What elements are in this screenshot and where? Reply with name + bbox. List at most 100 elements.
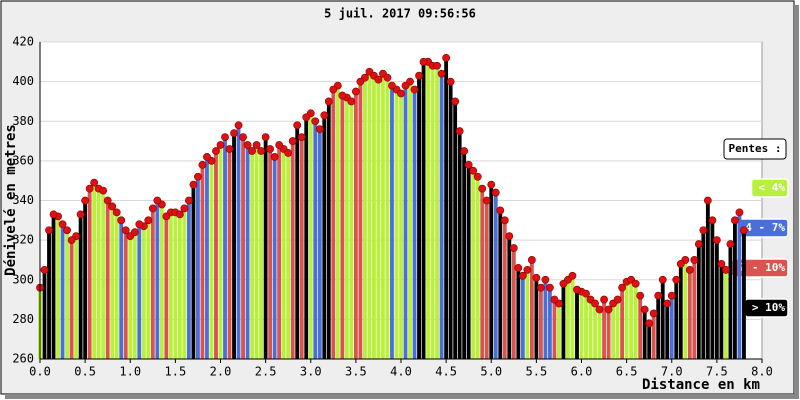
point xyxy=(374,75,383,84)
bar xyxy=(290,141,295,359)
point xyxy=(198,160,207,169)
bar xyxy=(205,156,209,359)
bar xyxy=(538,287,543,359)
point xyxy=(663,299,672,308)
bar xyxy=(615,299,620,359)
bar xyxy=(326,101,331,359)
bar xyxy=(331,89,336,360)
point xyxy=(550,295,559,304)
point xyxy=(514,263,523,272)
y-tick-label: 400 xyxy=(12,74,34,88)
bar xyxy=(74,236,79,359)
y-tick-label: 320 xyxy=(12,233,34,247)
point xyxy=(478,184,487,193)
bar xyxy=(534,277,539,359)
point xyxy=(203,153,211,161)
point xyxy=(527,256,536,264)
bar xyxy=(692,259,697,359)
point xyxy=(221,133,229,141)
point xyxy=(397,89,405,98)
bar xyxy=(471,170,476,359)
point xyxy=(252,141,261,149)
x-tick-label: 3.5 xyxy=(345,365,367,379)
bar xyxy=(399,93,403,359)
x-tick-label: 2.0 xyxy=(210,365,232,379)
legend: Pentes : < 4% 4 - 7% 7 - 10% > 10% xyxy=(723,138,789,318)
bar xyxy=(150,208,155,359)
bar xyxy=(669,295,674,359)
bar xyxy=(304,117,309,359)
bar xyxy=(448,81,453,359)
bar xyxy=(376,79,381,360)
bar xyxy=(362,77,367,359)
point xyxy=(703,196,712,205)
point xyxy=(284,149,293,157)
bar xyxy=(191,184,196,359)
bar xyxy=(480,188,485,359)
point xyxy=(175,210,184,219)
point xyxy=(735,208,744,217)
bar xyxy=(566,279,570,359)
bar xyxy=(277,145,282,359)
bar xyxy=(602,299,606,359)
point xyxy=(121,226,130,235)
x-tick-label: 7.0 xyxy=(661,365,683,379)
bar xyxy=(317,129,322,359)
bar xyxy=(719,263,724,359)
bar xyxy=(403,85,408,360)
point xyxy=(518,271,527,280)
bar xyxy=(701,230,706,359)
point xyxy=(388,81,396,90)
point xyxy=(216,141,225,149)
bar xyxy=(268,148,273,359)
point xyxy=(591,299,599,308)
point xyxy=(645,319,654,328)
point xyxy=(112,208,121,217)
bar xyxy=(349,101,354,359)
bar xyxy=(575,289,579,359)
point xyxy=(356,77,365,86)
bar xyxy=(552,299,557,359)
point xyxy=(144,216,153,225)
bar xyxy=(683,259,688,359)
point xyxy=(712,236,721,245)
point xyxy=(99,186,108,195)
bar xyxy=(642,309,647,359)
bar xyxy=(417,75,421,360)
bar xyxy=(173,212,178,359)
point xyxy=(685,265,694,274)
point xyxy=(90,178,99,187)
bar xyxy=(633,283,638,359)
bar xyxy=(281,148,286,359)
bar xyxy=(484,200,489,359)
bar xyxy=(629,279,634,359)
bar xyxy=(647,323,652,359)
y-axis-label: Dénivelé en metres xyxy=(3,124,19,276)
bar xyxy=(584,293,588,359)
point xyxy=(103,196,112,205)
bar xyxy=(408,81,412,359)
y-tick-label: 420 xyxy=(12,35,34,49)
x-tick-label: 7.5 xyxy=(706,365,728,379)
bar xyxy=(313,121,318,359)
bar xyxy=(123,230,128,359)
point xyxy=(600,295,608,304)
point xyxy=(573,285,581,294)
point xyxy=(180,204,189,213)
point xyxy=(604,305,613,314)
bar xyxy=(742,230,746,359)
point xyxy=(568,271,577,280)
point xyxy=(302,113,311,122)
bar xyxy=(92,182,97,359)
bar xyxy=(714,240,719,359)
point xyxy=(63,226,71,235)
bar xyxy=(137,224,142,359)
point xyxy=(546,283,554,292)
point xyxy=(266,145,275,153)
bar xyxy=(525,269,530,359)
bar xyxy=(511,248,516,359)
bar xyxy=(651,313,656,359)
bar xyxy=(340,95,345,360)
bar xyxy=(132,232,137,359)
